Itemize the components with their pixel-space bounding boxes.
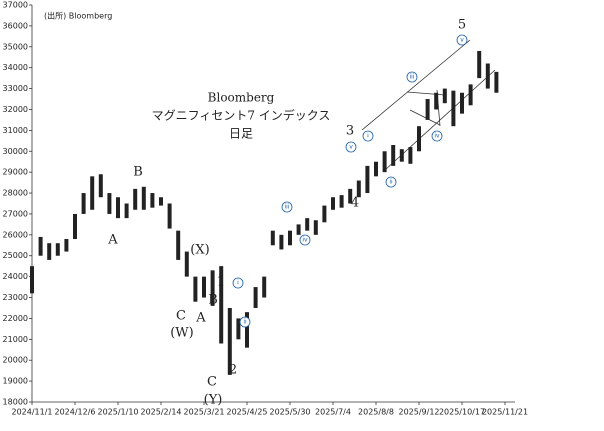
y-tick-label: 23000 xyxy=(3,293,28,302)
y-tick-label: 20000 xyxy=(3,356,28,365)
y-tick-label: 30000 xyxy=(3,147,28,156)
y-tick-label: 36000 xyxy=(3,21,28,30)
subwave-circle xyxy=(345,141,357,153)
x-tick-label: 2025/7/4 xyxy=(315,408,351,417)
y-tick-label: 28000 xyxy=(3,189,28,198)
x-tick-label: 2025/8/8 xyxy=(358,408,394,417)
subwave-label: iv xyxy=(434,133,440,140)
y-tick-label: 22000 xyxy=(3,314,28,323)
y-tick-label: 35000 xyxy=(3,42,28,51)
subwave-circle xyxy=(406,71,418,83)
subwave-label: iv xyxy=(302,237,308,244)
y-tick-label: 24000 xyxy=(3,272,28,281)
subwave-label: ii xyxy=(389,179,393,186)
wave-label: A xyxy=(195,311,206,326)
wave-label: 4 xyxy=(351,196,359,211)
wave-label: A xyxy=(107,233,118,248)
x-tick-label: 2025/1/10 xyxy=(97,408,138,417)
wave-label: B xyxy=(208,293,218,308)
x-tick-label: 2025/4/25 xyxy=(226,408,267,417)
y-tick-label: 31000 xyxy=(3,126,28,135)
wave-label: 5 xyxy=(458,18,466,33)
x-tick-label: 2025/5/30 xyxy=(269,408,310,417)
y-tick-label: 34000 xyxy=(3,63,28,72)
wave-label: (W) xyxy=(170,326,194,341)
y-tick-label: 18000 xyxy=(3,398,28,407)
subwave-label: iii xyxy=(409,74,414,81)
x-tick-label: 2025/11/21 xyxy=(482,408,528,417)
x-tick-label: 2025/3/21 xyxy=(183,408,224,417)
x-tick-label: 2024/12/6 xyxy=(54,408,95,417)
y-tick-label: 27000 xyxy=(3,209,28,218)
wave-label: C xyxy=(207,375,217,390)
y-tick-label: 37000 xyxy=(3,1,28,10)
subwave-label: v xyxy=(349,144,353,151)
y-tick-label: 32000 xyxy=(3,105,28,114)
subwave-circle xyxy=(299,234,311,246)
source-note: (出所) Bloomberg xyxy=(44,11,112,21)
y-tick-label: 29000 xyxy=(3,168,28,177)
wave-label: 1 xyxy=(217,275,225,290)
wave-label: C xyxy=(176,309,186,324)
y-tick-label: 19000 xyxy=(3,377,28,386)
subwave-circle xyxy=(232,277,244,289)
x-tick-label: 2025/10/17 xyxy=(439,408,485,417)
subwave-circle xyxy=(239,316,251,328)
subwave-label: v xyxy=(460,37,464,44)
y-tick-label: 25000 xyxy=(3,251,28,260)
subwave-circle xyxy=(362,130,374,142)
wave-label: 2 xyxy=(229,363,237,378)
subwave-circle xyxy=(385,176,397,188)
subwave-circle xyxy=(431,130,443,142)
chart-subtitle: マグニフィセント7 インデックス xyxy=(152,108,331,123)
subwave-label: iii xyxy=(284,204,289,211)
subwave-label: ii xyxy=(243,319,247,326)
subwave-label: i xyxy=(367,133,369,140)
y-tick-label: 33000 xyxy=(3,84,28,93)
x-tick-label: 2025/9/12 xyxy=(398,408,439,417)
chart-title: Bloomberg xyxy=(208,91,275,105)
y-tick-label: 21000 xyxy=(3,335,28,344)
chart-note: 日足 xyxy=(229,127,253,141)
x-tick-label: 2025/2/14 xyxy=(140,408,181,417)
subwave-label: i xyxy=(237,280,239,287)
wave-label: (Y) xyxy=(204,393,223,408)
y-tick-label: 26000 xyxy=(3,230,28,239)
wave-label: 3 xyxy=(346,124,354,139)
wave-label: B xyxy=(133,165,143,180)
subwave-circle xyxy=(281,201,293,213)
wave-label: (X) xyxy=(190,243,209,258)
x-tick-label: 2024/11/1 xyxy=(11,408,52,417)
subwave-circle xyxy=(456,34,468,46)
